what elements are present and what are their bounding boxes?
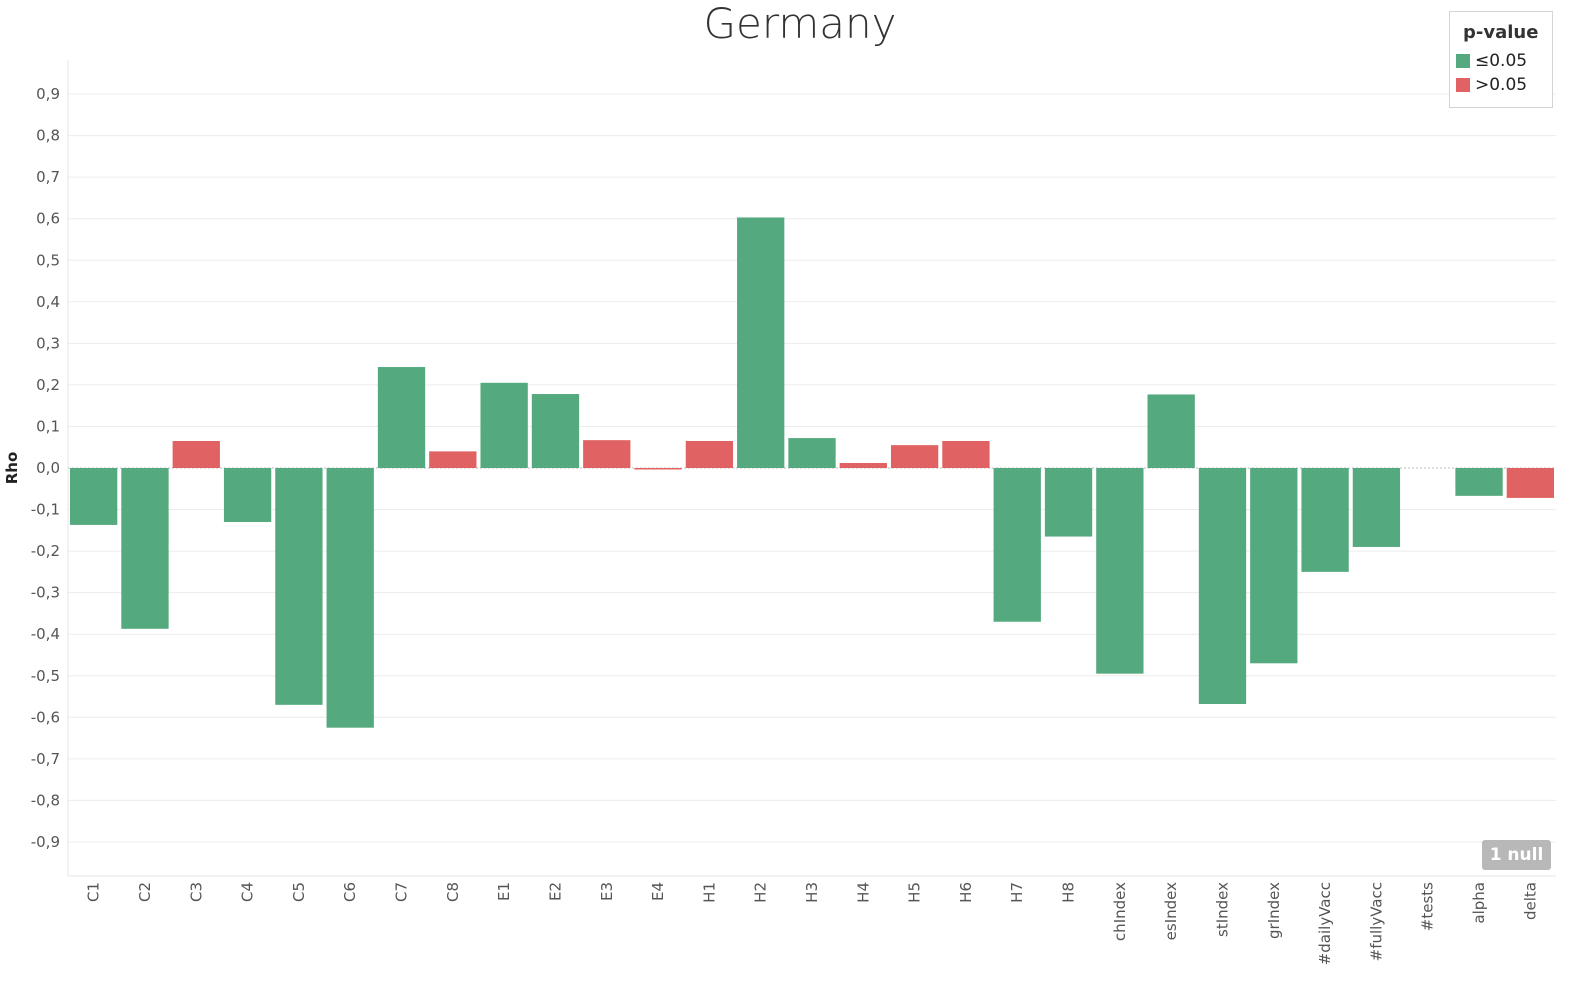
legend: p-value ≤0.05 >0.05 [1449,11,1553,108]
x-tick-label: #dailyVacc [1316,882,1334,965]
x-tick-label: H7 [1008,882,1026,903]
x-tick-label: #tests [1419,882,1437,931]
bar-h5[interactable] [890,445,939,468]
x-tick-label: grIndex [1265,882,1283,939]
y-tick-label: -0,9 [31,833,60,851]
x-tick-label: H2 [752,882,770,903]
bar-c7[interactable] [377,367,426,468]
y-tick-label: -0,4 [31,625,60,643]
y-tick-label: 0,4 [36,293,60,311]
y-tick-label: -0,7 [31,750,60,768]
bar-e2[interactable] [531,394,580,468]
y-tick-label: 0,9 [36,85,60,103]
bar-c6[interactable] [326,468,374,728]
bar-c5[interactable] [275,468,323,705]
x-tick-label: C1 [85,882,103,902]
x-tick-label: C6 [341,882,359,902]
x-tick-label: H8 [1060,882,1078,903]
x-tick-label: H3 [803,882,821,903]
y-tick-label: 0,5 [36,251,60,269]
y-tick-label: 0,3 [36,334,60,352]
y-tick-label: -0,2 [31,542,60,560]
chart-title: Germany [703,0,896,48]
bar-c3[interactable] [172,440,220,468]
x-tick-label: H5 [906,882,924,903]
bar-h3[interactable] [788,438,836,468]
bar-h1[interactable] [685,440,734,468]
bar-e3[interactable] [583,440,631,468]
y-axis-title: Rho [3,452,21,485]
x-tick-label: C5 [290,882,308,902]
x-tick-label: C8 [444,882,462,902]
x-tick-label: #fullyVacc [1367,882,1385,961]
x-tick-label: C7 [393,882,411,902]
y-tick-label: 0,1 [36,417,60,435]
bar-e1[interactable] [480,382,528,468]
legend-item-not-significant[interactable]: >0.05 [1456,75,1552,95]
x-tick-label: esIndex [1162,882,1180,940]
y-tick-label: -0,1 [31,501,60,519]
x-tick-label: E3 [598,882,616,901]
bar-esindex[interactable] [1147,394,1195,468]
y-tick-label: -0,8 [31,791,60,809]
bar-h2[interactable] [737,217,785,468]
x-tick-label: C3 [187,882,205,902]
x-tick-label: E2 [546,882,564,901]
y-tick-label: 0,8 [36,127,60,145]
null-count-badge[interactable]: 1 null [1482,840,1551,870]
bar-h6[interactable] [942,440,990,468]
bars [70,217,1554,728]
bar-c1[interactable] [70,468,118,525]
legend-item-significant[interactable]: ≤0.05 [1456,51,1552,71]
x-tick-label: alpha [1470,882,1488,924]
bar-stindex[interactable] [1198,468,1247,705]
y-tick-label: 0,6 [36,210,60,228]
x-tick-label: delta [1521,882,1539,920]
bar-fullyvacc[interactable] [1352,468,1401,547]
x-tick-label: stIndex [1213,882,1231,937]
x-tick-label: H1 [700,882,718,903]
bar-alpha[interactable] [1455,468,1503,496]
bar-e4[interactable] [634,468,682,470]
bar-h4[interactable] [839,463,887,468]
bar-c4[interactable] [223,468,272,523]
bar-h7[interactable] [993,468,1041,622]
bar-delta[interactable] [1506,468,1554,498]
x-tick-label: C4 [239,882,257,902]
bar-c8[interactable] [429,451,477,468]
y-tick-label: -0,3 [31,584,60,602]
y-axis-ticks: -0,9 -0,8 -0,7 -0,6 -0,5 -0,4 -0,3 -0,2 -0,1 0,0 0… [31,85,60,851]
bar-dailyvacc[interactable] [1301,468,1349,572]
y-tick-label: 0,0 [36,459,60,477]
x-tick-label: E1 [495,882,513,901]
y-tick-label: 0,7 [36,168,60,186]
bar-grindex[interactable] [1250,468,1298,664]
x-tick-label: E4 [649,882,667,901]
y-tick-label: 0,2 [36,376,60,394]
bar-chindex[interactable] [1096,468,1144,674]
legend-label: ≤0.05 [1475,51,1528,71]
y-tick-label: -0,5 [31,667,60,685]
legend-title: p-value [1463,22,1539,43]
legend-swatch [1456,54,1470,68]
bar-h8[interactable] [1044,468,1093,537]
bar-c2[interactable] [121,468,169,629]
x-tick-label: H6 [957,882,975,903]
x-axis-ticks: C1 C2 C3 C4 C5 C6 C7 C8 E1 E2 E3 E4 H1 H2 H3 H4 H5 H6 H7 H8… [85,882,1540,965]
x-tick-label: chIndex [1111,882,1129,941]
x-tick-label: C2 [136,882,154,902]
x-tick-label: H4 [854,882,872,903]
legend-swatch [1456,78,1470,92]
legend-label: >0.05 [1475,75,1528,95]
y-tick-label: -0,6 [31,708,60,726]
